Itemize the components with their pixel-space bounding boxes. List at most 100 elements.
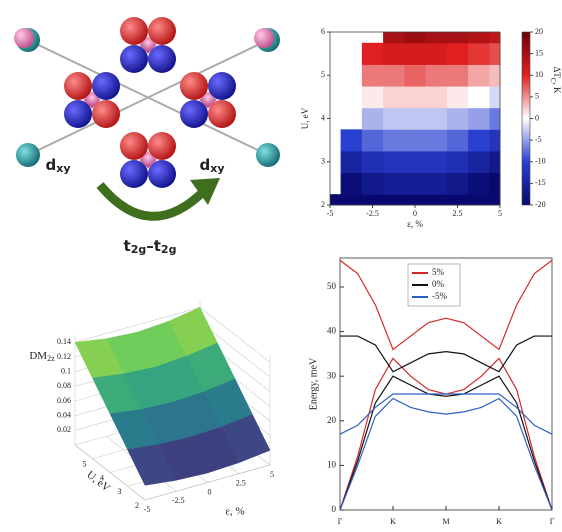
label-main: DM	[29, 350, 47, 362]
x-tick-label: -5	[327, 209, 334, 218]
orbital-label: dxy	[199, 156, 224, 176]
y-tick-label: 3	[321, 157, 325, 166]
heatmap-cell	[447, 108, 469, 130]
heatmap-cell	[468, 151, 490, 173]
band-line	[340, 358, 552, 510]
x-tick-label: K	[496, 517, 502, 526]
heatmap-cell	[489, 173, 500, 195]
heatmap-cell	[362, 151, 384, 173]
z-tick-label: 0.04	[57, 410, 71, 419]
x-tick-label: Γ	[550, 517, 555, 526]
heatmap-cell	[447, 43, 469, 65]
heatmap-cell	[404, 129, 426, 151]
heatmap-cell	[383, 194, 405, 205]
heatmap-cell	[447, 129, 469, 151]
heatmap-cell	[447, 194, 469, 205]
heatmap-cell	[489, 151, 500, 173]
heatmap-cell	[404, 151, 426, 173]
heatmap-cell	[468, 64, 490, 86]
y-tick-label: 50	[327, 281, 337, 291]
heatmap-cell	[404, 32, 426, 43]
colorbar-tick-label: 0	[535, 113, 539, 122]
figure: dxy dxy t2g–t2g -5-2.502.5523456ε, %U, e…	[0, 0, 562, 532]
heatmap-cell	[383, 108, 405, 130]
legend-label: 5%	[432, 267, 445, 277]
x-tick-label: M	[442, 517, 449, 526]
atom	[256, 143, 280, 167]
z-tick-label: 0.06	[57, 396, 71, 405]
heatmap-cell	[426, 151, 448, 173]
y-tick-label: 2	[135, 501, 139, 510]
z-tick-label: 0.1	[61, 366, 71, 375]
colorbar	[522, 32, 530, 205]
heatmap-cell	[489, 108, 500, 130]
orbital-label: dxy	[45, 156, 70, 176]
y-axis-label: U, eV	[84, 469, 112, 495]
z-tick-label: 0.08	[57, 381, 71, 390]
y-tick-label: 4	[321, 113, 325, 122]
heatmap-cell	[426, 194, 448, 205]
x-axis-label: ε, %	[407, 219, 423, 229]
heatmap-cell	[362, 129, 384, 151]
label-main: t	[124, 237, 131, 255]
x-tick-label: 5	[498, 209, 502, 218]
heatmap-cell	[426, 86, 448, 108]
label-sub: xy	[56, 162, 70, 175]
y-tick-label: 20	[327, 415, 337, 425]
x-tick-label: 2.5	[453, 209, 463, 218]
x-tick-label: 2.5	[236, 479, 246, 488]
heatmap-cell	[330, 194, 341, 205]
y-axis-label: U, eV	[300, 107, 310, 129]
colorbar-tick-label: -10	[535, 157, 546, 166]
band-line	[340, 376, 552, 510]
heatmap-cell	[404, 64, 426, 86]
heatmap-cell	[426, 108, 448, 130]
heatmap-cell	[383, 43, 405, 65]
heatmap-cell	[383, 86, 405, 108]
heatmap-cell	[468, 86, 490, 108]
x-axis-label: ε, %	[225, 506, 244, 518]
y-tick-label: 5	[83, 460, 87, 469]
heatmap-cell	[426, 32, 448, 43]
heatmap-cell	[341, 173, 363, 195]
legend-label: 0%	[432, 279, 445, 289]
colorbar-label: ΔTC, K	[549, 67, 562, 94]
heatmap-cell	[362, 108, 384, 130]
heatmap-cell	[426, 64, 448, 86]
label-sub: 2z	[47, 354, 55, 363]
z-tick-label: 0.02	[57, 425, 71, 434]
heatmap-cell	[383, 129, 405, 151]
x-tick-label: 0	[413, 209, 417, 218]
colorbar-tick-label: -20	[535, 200, 546, 209]
heatmap-cell	[468, 43, 490, 65]
heatmap-cell	[341, 194, 363, 205]
label-main: ΔT	[552, 67, 562, 79]
heatmap-cell	[468, 32, 490, 43]
heatmap-cell	[383, 173, 405, 195]
colorbar-tick-label: 20	[535, 27, 543, 36]
heatmap-cell	[489, 43, 500, 65]
heatmap-cell	[341, 129, 363, 151]
heatmap-cell	[447, 173, 469, 195]
heatmap-cell	[447, 64, 469, 86]
heatmap-cell	[362, 64, 384, 86]
heatmap-cell	[489, 129, 500, 151]
y-tick-label: 30	[327, 370, 337, 380]
heatmap-cell	[447, 86, 469, 108]
heatmap-cell	[383, 32, 405, 43]
atom	[16, 143, 40, 167]
heatmap-cell	[404, 173, 426, 195]
colorbar-tick-label: -5	[535, 135, 542, 144]
heatmap-cell	[404, 108, 426, 130]
y-tick-label: 2	[321, 200, 325, 209]
y-tick-label: 40	[327, 326, 337, 336]
z-tick-label: 0.14	[57, 337, 71, 346]
heatmap-cell	[447, 151, 469, 173]
heatmap-cell	[404, 86, 426, 108]
heatmap-cell	[468, 129, 490, 151]
bonds	[28, 40, 268, 155]
legend-label: -5%	[432, 291, 447, 301]
x-tick-label: Γ	[338, 517, 343, 526]
heatmap-cell	[426, 173, 448, 195]
heatmap-cell	[468, 173, 490, 195]
